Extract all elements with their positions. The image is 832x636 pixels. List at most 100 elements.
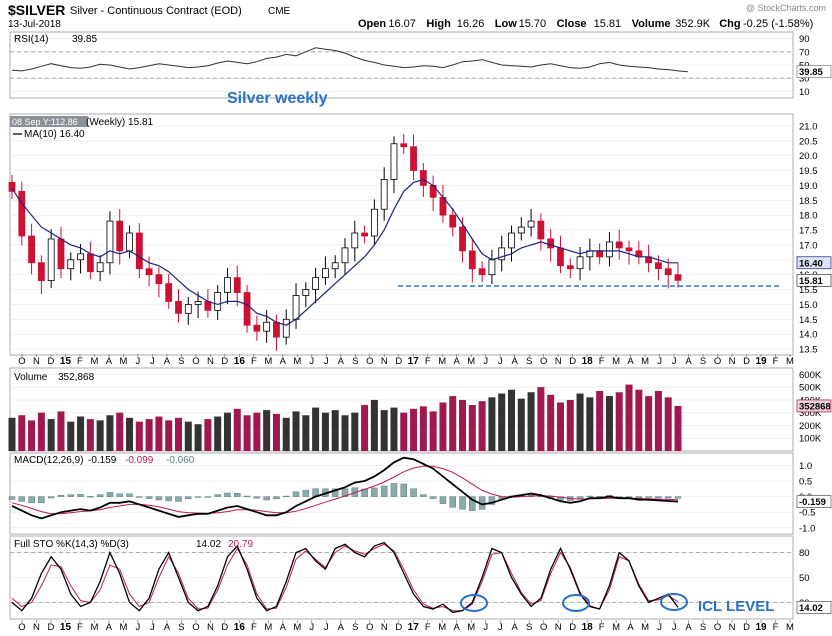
macd-histogram-bar bbox=[28, 496, 35, 504]
x-tick-label: M bbox=[438, 356, 446, 367]
x-tick-label: 17 bbox=[408, 622, 420, 633]
price-candle bbox=[77, 253, 84, 261]
x-tick-label: N bbox=[207, 622, 214, 633]
price-candle bbox=[165, 283, 173, 302]
x-tick-label: J bbox=[672, 622, 677, 633]
price-candle bbox=[282, 318, 290, 338]
rsi-badge-box bbox=[796, 65, 832, 79]
x-tick-label: A bbox=[164, 356, 171, 367]
tooltip: 08 Sep Y:112.86 bbox=[12, 117, 78, 127]
x-tick-label: 15 bbox=[60, 356, 72, 367]
macd-histogram-bar bbox=[116, 493, 123, 497]
x-tick-label: N bbox=[729, 356, 736, 367]
macd-histogram-bar bbox=[469, 496, 476, 511]
volume-bar bbox=[370, 399, 378, 451]
y-tick-label: 90 bbox=[799, 34, 810, 45]
price-candle bbox=[331, 262, 339, 270]
x-tick-label: 16 bbox=[234, 356, 246, 367]
price-candle bbox=[224, 277, 231, 293]
x-tick-label: 18 bbox=[582, 356, 594, 367]
macd-histogram-bar bbox=[596, 496, 603, 498]
x-tick-label: J bbox=[324, 622, 329, 633]
macd-histogram-bar bbox=[8, 496, 16, 500]
macd-histogram-bar bbox=[253, 496, 261, 499]
ohlc-label: High bbox=[426, 18, 451, 30]
macd-histogram-bar bbox=[664, 496, 672, 499]
icl-circle bbox=[460, 594, 488, 612]
price-candle bbox=[204, 301, 212, 311]
sto-d-value: 20.79 bbox=[228, 539, 253, 550]
volume-bar bbox=[116, 412, 124, 451]
macd-histogram-bar bbox=[77, 494, 84, 497]
macd-histogram-bar bbox=[420, 494, 427, 497]
macd-line bbox=[11, 456, 679, 520]
macd-histogram-bar bbox=[380, 485, 388, 497]
x-tick-label: 19 bbox=[755, 622, 767, 633]
macd-histogram-bar bbox=[67, 494, 75, 497]
macd-label: MACD(12,26,9) bbox=[14, 455, 83, 466]
ohlc-value: 15.81 bbox=[594, 18, 622, 30]
price-candle bbox=[370, 208, 378, 237]
macd-histogram-bar bbox=[106, 492, 114, 497]
x-tick-label: O bbox=[18, 622, 25, 633]
volume-bar bbox=[654, 390, 662, 451]
x-tick-label: D bbox=[221, 356, 228, 367]
x-tick-label: J bbox=[657, 622, 662, 633]
x-tick-label: A bbox=[685, 356, 692, 367]
macd-histogram-bar bbox=[87, 496, 94, 498]
exchange: CME bbox=[268, 6, 291, 17]
x-tick-label: S bbox=[526, 622, 532, 633]
volume-bar bbox=[566, 399, 574, 451]
volume-bar bbox=[537, 387, 545, 451]
x-tick-label: J bbox=[498, 356, 503, 367]
price-candle bbox=[576, 256, 584, 270]
price-candle bbox=[361, 232, 368, 237]
price-candle bbox=[292, 295, 300, 320]
price-candle bbox=[126, 232, 133, 252]
price-candle bbox=[655, 262, 662, 270]
volume-bar bbox=[517, 398, 525, 451]
x-tick-label: M bbox=[119, 356, 127, 367]
macd-histogram-bar bbox=[96, 494, 104, 497]
x-tick-label: F bbox=[251, 622, 257, 633]
volume-bar bbox=[361, 405, 369, 451]
x-tick-label: N bbox=[381, 356, 388, 367]
ohlc-label: Open bbox=[358, 18, 386, 30]
price-candle bbox=[96, 262, 104, 273]
x-tick-label: A bbox=[106, 622, 113, 633]
x-tick-label: N bbox=[381, 622, 388, 633]
price-candle bbox=[57, 238, 65, 270]
macd-signal-value: -0.099 bbox=[125, 455, 154, 466]
price-candle bbox=[86, 253, 94, 273]
x-tick-label: M bbox=[467, 622, 475, 633]
macd-histogram-bar bbox=[390, 483, 398, 497]
y-tick-label: 500K bbox=[799, 383, 822, 394]
price-candle bbox=[155, 274, 163, 284]
x-tick-label: M bbox=[438, 622, 446, 633]
price-candle bbox=[273, 321, 280, 338]
volume-bar bbox=[57, 411, 65, 451]
volume-bar bbox=[263, 410, 271, 451]
volume-bar bbox=[233, 408, 241, 451]
price-candle bbox=[615, 241, 623, 249]
volume-bar bbox=[282, 417, 290, 451]
volume-bar bbox=[302, 415, 310, 451]
volume-bar bbox=[645, 396, 653, 451]
y-tick-label: 15.5 bbox=[799, 285, 818, 296]
x-tick-label: S bbox=[352, 356, 358, 367]
price-candle bbox=[312, 277, 320, 290]
macd-histogram-bar bbox=[175, 496, 182, 502]
x-tick-label: S bbox=[178, 356, 184, 367]
ohlc-label: Volume bbox=[632, 18, 671, 30]
macd-histogram-bar bbox=[47, 496, 55, 499]
x-tick-label: N bbox=[555, 356, 562, 367]
x-tick-label: D bbox=[48, 356, 55, 367]
ma-badge-box bbox=[796, 256, 832, 270]
y-tick-label: 200K bbox=[799, 421, 822, 432]
macd-histogram-value: -0.060 bbox=[166, 455, 195, 466]
price-candle bbox=[449, 214, 457, 228]
sto-label: Full STO %K(14,3) %D(3) bbox=[14, 539, 129, 550]
price-candle bbox=[410, 146, 417, 171]
y-tick-label: 21.0 bbox=[799, 121, 818, 132]
